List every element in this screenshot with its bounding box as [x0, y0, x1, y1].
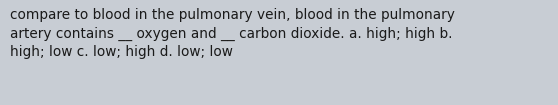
Text: compare to blood in the pulmonary vein, blood in the pulmonary
artery contains _: compare to blood in the pulmonary vein, … [10, 8, 455, 59]
